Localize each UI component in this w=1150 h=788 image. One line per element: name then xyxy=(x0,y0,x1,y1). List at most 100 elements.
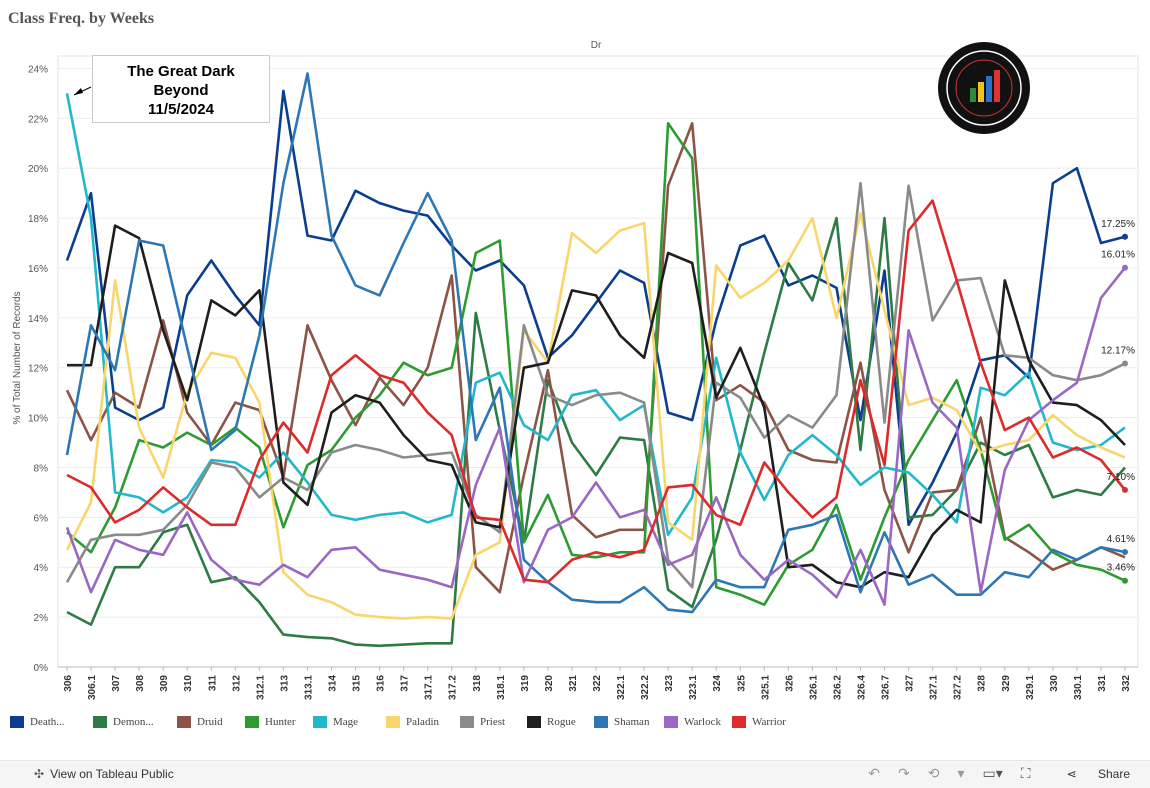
series-line-druid[interactable] xyxy=(65,122,1126,594)
x-tick-label: 330 xyxy=(1049,675,1060,692)
x-tick-label: 332 xyxy=(1121,675,1132,692)
share-button[interactable]: ⋖ Share xyxy=(1049,767,1130,781)
y-tick-label: 16% xyxy=(28,264,48,275)
legend-label: Hunter xyxy=(265,716,296,728)
redo-icon[interactable]: ↷ xyxy=(897,765,910,781)
x-tick-label: 327.1 xyxy=(929,675,940,700)
y-tick-label: 24% xyxy=(28,64,48,75)
x-tick-label: 315 xyxy=(352,675,363,692)
legend-item[interactable]: Warlock xyxy=(664,716,732,728)
y-tick-label: 20% xyxy=(28,164,48,175)
x-tick-label: 328 xyxy=(977,675,988,692)
x-tick-label: 329.1 xyxy=(1025,675,1036,700)
x-tick-label: 326.7 xyxy=(881,675,892,700)
legend-item[interactable]: Druid xyxy=(177,716,245,728)
end-point xyxy=(1122,577,1128,584)
x-tick-label: 318 xyxy=(472,675,483,692)
end-labels: 17.25% 3.46% 12.17% 4.61% 16.01% 7.10% xyxy=(1101,219,1135,584)
x-tick-label: 322.2 xyxy=(640,675,651,700)
legend-item[interactable]: Shaman xyxy=(594,716,664,728)
legend-item[interactable]: Rogue xyxy=(527,716,594,728)
x-tick-label: 317.1 xyxy=(424,675,435,700)
legend-swatch xyxy=(527,716,541,728)
x-axis-ticks: 306 306.1 307 308 309 310 311 312 312.1 313 313.1 3… xyxy=(58,666,1138,700)
x-tick-label: 326.4 xyxy=(857,675,868,700)
legend-item[interactable]: Mage xyxy=(313,716,386,728)
x-tick-label: 322.1 xyxy=(616,675,627,700)
series-line-shaman[interactable] xyxy=(65,72,1126,614)
panel-label: Dr xyxy=(591,40,602,51)
revert-icon[interactable]: ⟲ xyxy=(927,765,940,781)
x-tick-label: 316 xyxy=(376,675,387,692)
y-tick-label: 10% xyxy=(28,414,48,425)
legend-swatch xyxy=(386,716,400,728)
series-line-rogue[interactable] xyxy=(67,224,1126,589)
y-tick-label: 0% xyxy=(34,663,49,674)
legend-swatch xyxy=(93,716,107,728)
legend-item[interactable]: Death... xyxy=(10,716,93,728)
series-line-mage[interactable] xyxy=(65,93,1126,537)
series-line-warlock[interactable] xyxy=(65,266,1127,607)
annotation-line-1: The Great Dark xyxy=(127,63,235,80)
legend-label: Shaman xyxy=(614,716,650,728)
legend-item[interactable]: Paladin xyxy=(386,716,460,728)
view-on-tableau-link[interactable]: ✣ View on Tableau Public xyxy=(34,767,174,781)
legend-item[interactable]: Hunter xyxy=(245,716,313,728)
legend-label: Druid xyxy=(197,716,223,728)
end-value-label: 3.46% xyxy=(1107,563,1135,574)
more-dropdown-icon[interactable]: ▾ xyxy=(957,765,965,781)
x-tick-label: 308 xyxy=(135,675,146,692)
x-tick-label: 317 xyxy=(400,675,411,692)
x-tick-label: 321 xyxy=(568,675,579,692)
end-point xyxy=(1122,360,1128,367)
x-tick-label: 307 xyxy=(111,675,122,692)
x-tick-label: 318.1 xyxy=(496,675,507,700)
legend-item[interactable]: Demon... xyxy=(93,716,177,728)
y-tick-label: 8% xyxy=(34,463,49,474)
series-line-demon[interactable] xyxy=(66,216,1126,648)
legend-swatch xyxy=(313,716,327,728)
undo-icon[interactable]: ↶ xyxy=(868,765,880,781)
legend-label: Rogue xyxy=(547,716,576,728)
x-tick-label: 314 xyxy=(328,675,339,692)
x-tick-label: 320 xyxy=(544,675,555,692)
x-tick-label: 323.1 xyxy=(688,675,699,700)
legend-item[interactable]: Warrior xyxy=(732,716,800,728)
tableau-icon: ✣ xyxy=(34,767,45,781)
series-line-priest[interactable] xyxy=(65,181,1126,589)
legend-label: Priest xyxy=(480,716,506,728)
y-tick-label: 22% xyxy=(28,114,48,125)
data-reaper-logo xyxy=(938,42,1030,134)
series-line-warrior[interactable] xyxy=(66,199,1127,584)
legend-item[interactable]: Priest xyxy=(460,716,527,728)
comment-icon[interactable]: ▭▾ xyxy=(982,765,1003,781)
annotation-line-3: 11/5/2024 xyxy=(148,101,214,118)
annotation-arrowhead xyxy=(74,88,83,95)
x-tick-label: 306.1 xyxy=(87,675,98,700)
series-line-paladin[interactable] xyxy=(65,211,1126,620)
legend-swatch xyxy=(177,716,191,728)
series-line-hunter[interactable] xyxy=(66,122,1126,607)
series-lines xyxy=(65,72,1127,648)
x-tick-label: 312.1 xyxy=(255,675,266,700)
legend-swatch xyxy=(664,716,678,728)
share-label: Share xyxy=(1097,766,1130,781)
legend-label: Paladin xyxy=(406,716,439,728)
legend-label: Death... xyxy=(30,716,65,728)
x-tick-label: 306 xyxy=(63,675,74,692)
end-point xyxy=(1122,264,1128,271)
y-tick-label: 4% xyxy=(34,563,49,574)
end-value-label: 4.61% xyxy=(1107,534,1135,545)
y-axis-label: % of Total Number of Records xyxy=(12,291,23,424)
fullscreen-icon[interactable]: ⛶ xyxy=(1020,765,1031,781)
x-tick-label: 310 xyxy=(183,675,194,692)
end-point xyxy=(1122,486,1128,493)
legend: Death... Demon... Druid Hunter Mage Paladin Pr… xyxy=(10,716,800,728)
end-value-label: 12.17% xyxy=(1101,345,1135,356)
x-tick-label: 309 xyxy=(159,675,170,692)
y-tick-label: 6% xyxy=(34,513,49,524)
legend-label: Demon... xyxy=(113,716,154,728)
share-icon: ⋖ xyxy=(1066,766,1077,781)
x-tick-label: 325.1 xyxy=(760,675,771,700)
x-tick-label: 312 xyxy=(231,675,242,692)
